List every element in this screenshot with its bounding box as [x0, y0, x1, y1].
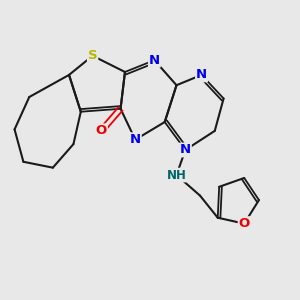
Text: N: N	[196, 68, 207, 81]
Text: S: S	[88, 49, 98, 62]
Text: O: O	[238, 217, 250, 230]
Text: N: N	[180, 143, 191, 157]
Text: NH: NH	[167, 169, 186, 182]
Text: N: N	[130, 133, 141, 146]
Text: O: O	[96, 124, 107, 137]
Text: N: N	[149, 54, 160, 67]
